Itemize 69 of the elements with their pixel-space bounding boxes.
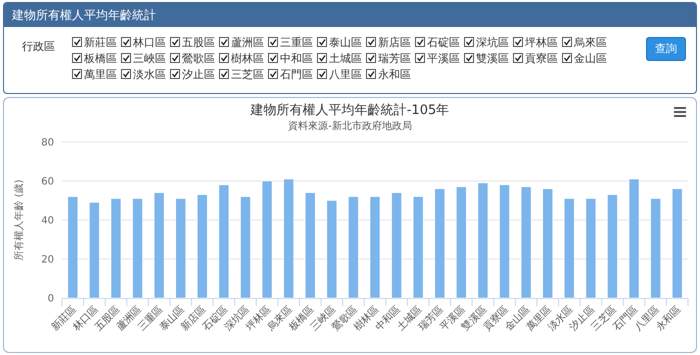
bar bbox=[154, 192, 164, 298]
bar bbox=[456, 186, 467, 298]
text: 蘆洲區 bbox=[231, 36, 264, 49]
text: 樹林區 bbox=[231, 52, 264, 65]
bar bbox=[240, 196, 251, 298]
bar bbox=[672, 188, 682, 298]
bar bbox=[586, 198, 596, 298]
text: 金山區 bbox=[574, 52, 607, 65]
bar bbox=[218, 184, 230, 298]
bar bbox=[68, 196, 78, 298]
text: 三芝區 bbox=[231, 68, 264, 81]
bar bbox=[262, 180, 272, 298]
bar bbox=[283, 178, 294, 298]
text: 烏來區 bbox=[574, 36, 607, 49]
y-tick-label: 20 bbox=[41, 254, 54, 266]
text: 永和區 bbox=[378, 68, 411, 81]
text: 八里區 bbox=[329, 68, 362, 81]
text: 雙溪區 bbox=[476, 52, 509, 65]
y-tick-label: 80 bbox=[41, 138, 54, 148]
y-tick-label: 40 bbox=[41, 216, 54, 226]
bar bbox=[499, 184, 510, 298]
text: 土城區 bbox=[329, 52, 362, 65]
text: 淡水區 bbox=[133, 68, 166, 81]
text: 三峽區 bbox=[133, 52, 166, 65]
y-axis-title: 所有權人年齡 (歲) bbox=[13, 179, 25, 260]
text: 平溪區 bbox=[427, 52, 460, 65]
text: 板橋區 bbox=[84, 52, 117, 65]
text: 中和區 bbox=[280, 52, 313, 65]
bar bbox=[542, 188, 553, 298]
bar bbox=[628, 178, 640, 298]
text: 建物所有權人平均年齡統計 bbox=[4, 3, 696, 27]
bar bbox=[478, 182, 488, 298]
text: 汐止區 bbox=[182, 68, 215, 81]
bar bbox=[326, 200, 338, 298]
text: 石門區 bbox=[280, 68, 313, 81]
y-tick-label: 60 bbox=[41, 176, 54, 188]
bar bbox=[110, 198, 122, 298]
text: 林口區 bbox=[133, 36, 166, 49]
text: 石碇區 bbox=[427, 36, 460, 49]
bar bbox=[434, 188, 445, 298]
text: 行政區 bbox=[22, 39, 55, 54]
bar bbox=[391, 192, 402, 298]
text: 深坑區 bbox=[476, 36, 509, 49]
text: 五股區 bbox=[182, 36, 215, 49]
text: 貢寮區 bbox=[525, 52, 558, 65]
chart-subtitle: 資料來源-新北市政府地政局 bbox=[288, 120, 412, 132]
bar bbox=[564, 198, 574, 298]
text: 鶯歌區 bbox=[182, 52, 215, 65]
bar bbox=[370, 196, 380, 298]
bar bbox=[197, 194, 208, 298]
text: 新店區 bbox=[378, 36, 411, 49]
text: 萬里區 bbox=[84, 68, 117, 81]
text: 瑞芳區 bbox=[378, 52, 411, 65]
bar bbox=[348, 196, 359, 298]
text: 新莊區 bbox=[84, 36, 117, 49]
text: 坪林區 bbox=[525, 36, 558, 49]
bar bbox=[520, 186, 532, 298]
chart-title: 建物所有權人平均年齡統計-105年 bbox=[250, 103, 450, 118]
bar bbox=[176, 198, 186, 298]
bar bbox=[89, 202, 100, 298]
text: 泰山區 bbox=[329, 36, 362, 49]
bar bbox=[132, 198, 143, 298]
bar bbox=[412, 196, 424, 298]
bar bbox=[305, 192, 316, 298]
text: 查詢 bbox=[646, 37, 686, 61]
bar bbox=[650, 198, 661, 298]
y-tick-label: 0 bbox=[48, 294, 54, 304]
text: 三重區 bbox=[280, 36, 313, 49]
bar bbox=[607, 194, 618, 298]
